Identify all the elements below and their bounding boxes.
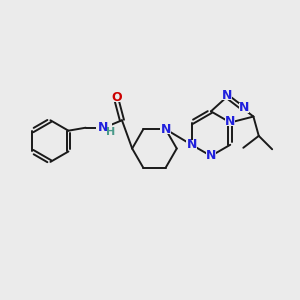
Text: N: N	[186, 138, 197, 151]
Bar	[160, 124, 171, 134]
Bar	[186, 140, 197, 150]
Text: N: N	[98, 121, 108, 134]
Bar	[111, 92, 122, 102]
Text: H: H	[106, 128, 115, 137]
Bar	[225, 117, 236, 126]
Text: N: N	[239, 101, 249, 114]
Bar	[239, 103, 249, 112]
Text: O: O	[111, 91, 122, 103]
Bar	[206, 151, 216, 161]
Text: N: N	[225, 115, 236, 128]
Text: N: N	[160, 123, 171, 136]
Text: N: N	[222, 89, 232, 102]
Bar	[222, 91, 232, 100]
Text: N: N	[206, 149, 216, 162]
Bar	[96, 123, 112, 133]
